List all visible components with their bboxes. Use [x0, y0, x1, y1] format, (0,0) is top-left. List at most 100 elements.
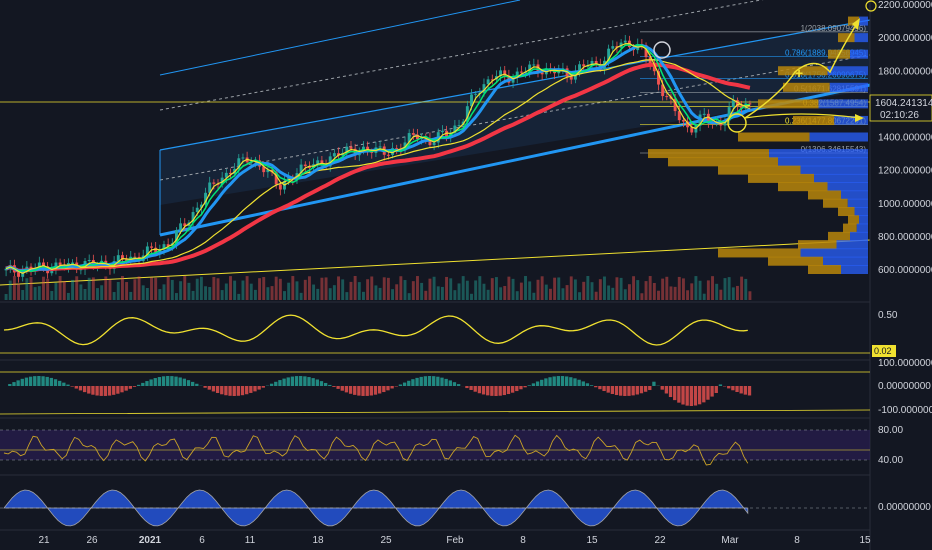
candle-body	[690, 127, 694, 133]
macd-bar	[506, 386, 511, 395]
macd-bar	[99, 386, 103, 396]
candle-body	[362, 146, 365, 151]
candle-body	[303, 164, 307, 167]
fib-label: 0.786(1889.94856945)	[785, 48, 866, 57]
time-tick-label: Mar	[721, 535, 739, 546]
volume-bar	[58, 276, 62, 300]
candle-body	[237, 158, 241, 169]
volume-bar	[436, 286, 440, 300]
candle-body	[569, 76, 573, 80]
volume-bar	[328, 288, 332, 300]
macd-bar	[224, 386, 228, 396]
candle-body	[519, 71, 523, 73]
volume-bar	[486, 289, 490, 300]
price-tick-label: 1000.00000000	[878, 199, 932, 210]
macd-bar	[303, 376, 307, 386]
macd-bar	[498, 386, 502, 396]
candle-body	[224, 172, 228, 178]
volume-bar	[129, 291, 133, 300]
macd-bar	[432, 376, 436, 386]
candle-body	[748, 103, 752, 105]
price-tick-label: 1800.00000000	[878, 66, 932, 77]
volume-bar	[270, 286, 274, 300]
volume-bar	[519, 282, 523, 300]
volume-bar	[46, 278, 50, 300]
macd-bar	[107, 386, 112, 396]
macd-bar	[743, 386, 748, 395]
volume-bar	[378, 287, 382, 300]
volume-bar	[125, 282, 129, 300]
candle-body	[511, 77, 515, 83]
volume-bar	[8, 280, 12, 300]
volume-bar	[748, 291, 752, 300]
candle-body	[332, 153, 336, 157]
volume-bar	[569, 276, 573, 300]
candle-body	[386, 154, 390, 156]
candle-body	[490, 79, 494, 81]
volume-bar	[220, 290, 224, 300]
time-tick-label: 26	[86, 535, 98, 546]
indicator-1-curve	[3, 314, 748, 346]
price-tick-label: 2000.00000000	[878, 33, 932, 44]
macd-bar	[731, 386, 735, 391]
macd-bar	[328, 384, 332, 386]
macd-bar	[668, 386, 673, 398]
volume-bar	[295, 281, 299, 300]
volume-bar	[100, 285, 104, 300]
candle-body	[623, 40, 627, 43]
volume-bar	[619, 277, 623, 300]
volume-bar	[37, 286, 41, 300]
volume-bar	[727, 277, 731, 300]
price-tick-label: 1400.00000000	[878, 133, 932, 144]
volume-bar	[116, 281, 120, 300]
volume-bar	[349, 281, 353, 300]
volume-bar	[341, 279, 345, 300]
volume-bar	[233, 280, 237, 300]
volume-bar	[561, 288, 565, 300]
candle-body	[328, 156, 332, 167]
current-price-countdown: 02:10:26	[880, 110, 919, 121]
clock-icon[interactable]	[865, 0, 877, 12]
macd-bar	[261, 386, 265, 388]
volume-bar	[611, 287, 615, 300]
macd-bar	[448, 380, 452, 386]
macd-bar	[49, 377, 54, 386]
macd-bar	[614, 386, 619, 396]
volume-bar	[661, 278, 665, 300]
macd-bar	[510, 386, 515, 393]
macd-bar	[16, 380, 20, 386]
volume-profile-bar	[783, 82, 830, 92]
candle-body	[262, 166, 266, 173]
candle-body	[532, 64, 536, 66]
candle-body	[208, 182, 212, 193]
candle-body	[661, 84, 665, 97]
macd-bar	[211, 386, 216, 392]
volume-bar	[740, 276, 744, 300]
volume-bar	[303, 279, 307, 300]
volume-bar	[320, 277, 324, 300]
ema-ribbon-yellow	[5, 42, 751, 274]
macd-bar	[311, 378, 315, 386]
candle-body	[395, 148, 399, 150]
macd-bar	[70, 386, 74, 387]
indicator-1-line	[3, 314, 748, 346]
macd-bar	[282, 378, 286, 386]
volume-bar	[91, 277, 95, 300]
macd-bar	[552, 376, 556, 386]
candle-body	[420, 137, 424, 140]
macd-bar	[610, 386, 615, 394]
candle-body	[229, 172, 232, 175]
candle-body	[407, 133, 411, 143]
ema-long-line	[5, 62, 751, 273]
volume-bar	[29, 277, 33, 300]
volume-profile-bar	[778, 182, 828, 192]
macd-bar	[411, 379, 415, 386]
volume-bar	[283, 291, 286, 300]
time-axis[interactable]: 21 26 2021 6 11 18 25 Feb 8 15 22 Mar 8 15	[38, 535, 871, 546]
price-axis[interactable]: 2200.00000000 2000.00000000 1800.00000000 1…	[878, 0, 932, 276]
price-tick-label: 600.00000000	[878, 265, 932, 276]
macd-bar	[423, 376, 428, 386]
volume-profile-bar	[748, 173, 814, 183]
time-tick-label: 8	[520, 535, 526, 546]
